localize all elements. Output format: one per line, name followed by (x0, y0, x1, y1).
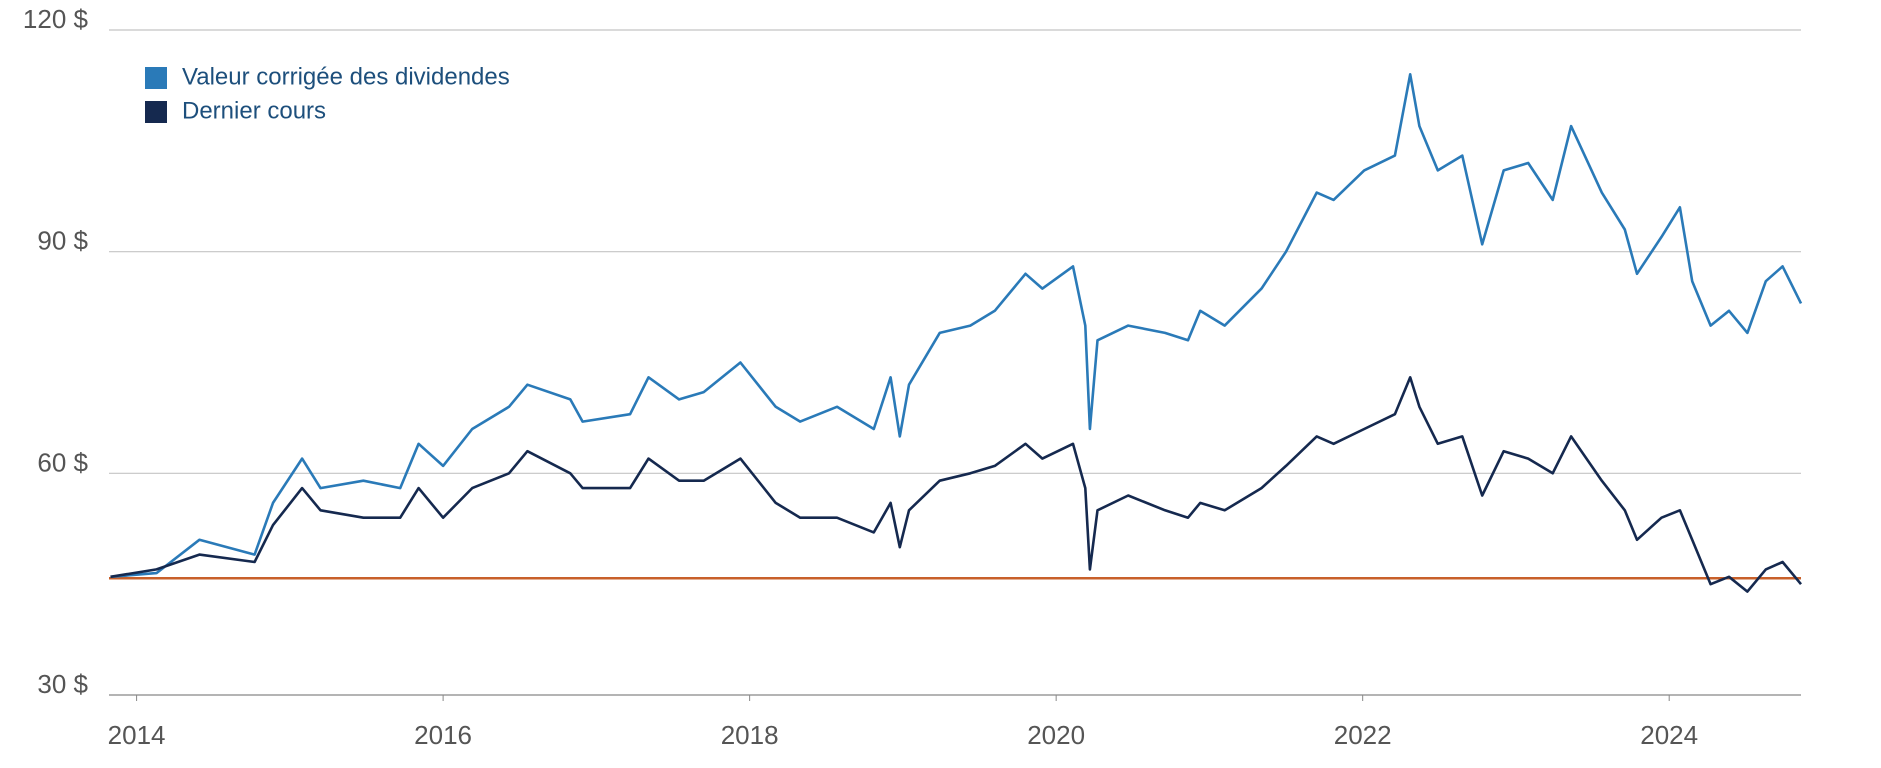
y-tick-label: 60 $ (37, 447, 88, 477)
y-tick-label: 120 $ (23, 4, 89, 34)
x-tick-label: 2016 (414, 720, 472, 750)
x-tick-label: 2018 (721, 720, 779, 750)
x-tick-label: 2022 (1334, 720, 1392, 750)
y-tick-label: 30 $ (37, 669, 88, 699)
x-tick-label: 2020 (1027, 720, 1085, 750)
x-tick-label: 2024 (1640, 720, 1698, 750)
series-line (110, 73, 1803, 579)
x-tick-label: 2014 (108, 720, 166, 750)
legend-label: Valeur corrigée des dividendes (182, 63, 510, 90)
series-line (110, 376, 1803, 593)
legend-swatch (145, 101, 167, 123)
legend-label: Dernier cours (182, 97, 326, 124)
legend-swatch (145, 67, 167, 89)
y-tick-label: 90 $ (37, 226, 88, 256)
